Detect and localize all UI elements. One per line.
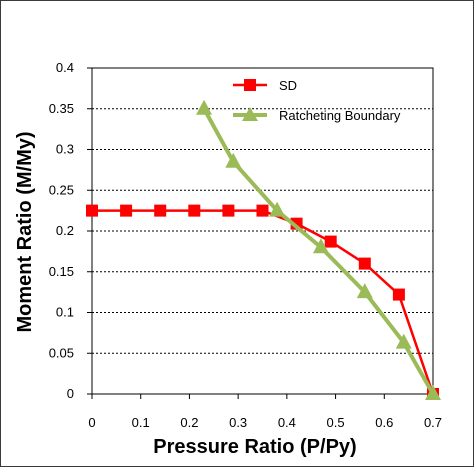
x-tick-label: 0.3 [229, 415, 247, 430]
legend: SD Ratcheting Boundary [233, 78, 401, 123]
legend-sd-label: SD [279, 78, 297, 93]
series-layer [86, 99, 441, 400]
ratcheting-point-marker [225, 152, 242, 168]
y-tick-label: 0.25 [49, 182, 74, 197]
y-tick-label: 0.4 [56, 60, 74, 75]
x-tick-label: 0.6 [375, 415, 393, 430]
legend-ratcheting-marker [242, 107, 258, 121]
series-0-line [92, 209, 435, 395]
y-tick-label: 0.05 [49, 345, 74, 360]
y-tick-label: 0.35 [49, 101, 74, 116]
sd-point-marker [358, 257, 371, 270]
x-axis-title: Pressure Ratio (P/Py) [153, 436, 356, 458]
y-tick-label: 0.1 [56, 305, 74, 320]
y-tick-label: 0 [67, 386, 74, 401]
ratcheting-point-marker [312, 238, 329, 254]
y-axis-ticks: 0 0.05 0.1 0.15 0.2 0.25 0.3 0.35 0.4 [49, 60, 92, 401]
ratcheting-point-marker [395, 333, 412, 349]
sd-point-marker [324, 235, 337, 248]
legend-ratcheting-label: Ratcheting Boundary [279, 108, 401, 123]
sd-point-marker [86, 204, 98, 217]
y-axis-title: Moment Ratio (M/My) [14, 131, 36, 332]
x-tick-label: 0 [88, 415, 95, 430]
x-tick-label: 0.7 [424, 415, 442, 430]
sd-point-marker [154, 204, 167, 217]
sd-point-marker [392, 288, 405, 301]
sd-point-marker [188, 204, 201, 217]
ratcheting-point-marker [356, 283, 373, 299]
sd-point-marker [256, 204, 269, 217]
legend-sd-marker [244, 79, 256, 91]
sd-point-marker [120, 204, 133, 217]
plot-area-border [91, 67, 434, 395]
y-tick-label: 0.3 [56, 142, 74, 157]
y-tick-label: 0.2 [56, 223, 74, 238]
x-axis-ticks: 0 0.1 0.2 0.3 0.4 0.5 0.6 0.7 [88, 394, 442, 430]
x-tick-label: 0.2 [180, 415, 198, 430]
ratcheting-point-marker [269, 201, 286, 217]
ratcheting-point-marker [196, 99, 213, 115]
y-tick-label: 0.15 [49, 264, 74, 279]
x-tick-label: 0.4 [278, 415, 296, 430]
x-tick-label: 0.1 [132, 415, 150, 430]
x-tick-label: 0.5 [327, 415, 345, 430]
ratcheting-point-marker [425, 385, 441, 400]
sd-point-marker [222, 204, 235, 217]
